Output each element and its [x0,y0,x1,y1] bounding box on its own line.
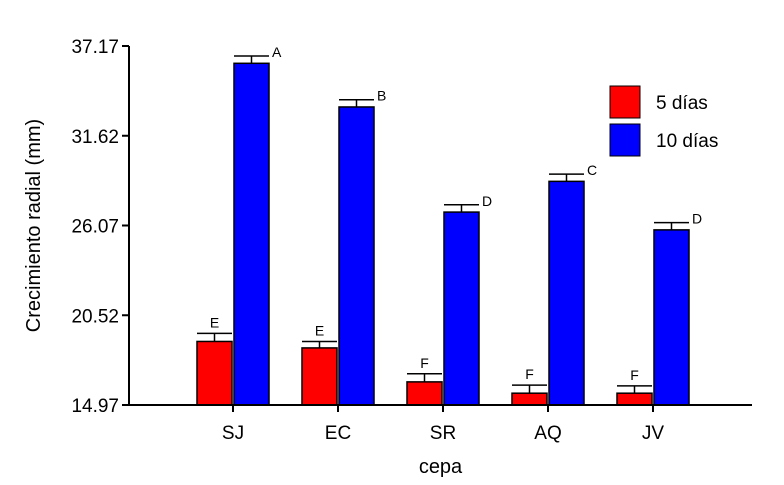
x-axis-title: cepa [419,456,463,478]
bar [406,381,443,406]
bar [301,347,338,406]
x-tick-label: SJ [222,423,244,444]
significance-labels: E E F F F A B D C D [210,44,702,383]
significance-label: E [210,314,219,330]
bar [548,180,585,406]
y-tick-label: 26.07 [71,217,119,238]
bar [511,392,548,406]
significance-label: F [630,367,639,383]
significance-label: E [315,322,324,338]
legend-swatch [609,123,641,157]
legend-label: 10 días [656,131,718,152]
x-tick-label: JV [642,423,665,444]
significance-label: D [482,193,492,209]
bar [233,62,270,406]
bar [196,340,233,406]
x-tick-label: SR [430,423,456,444]
significance-label: A [272,44,282,60]
bars [196,62,690,406]
error-bars [197,55,689,394]
y-tick-label: 31.62 [71,127,119,148]
x-tick-label: EC [325,423,351,444]
y-tick-label: 14.97 [71,396,119,417]
y-axis-ticks: 14.97 20.52 26.07 31.62 37.17 [71,37,129,417]
bar [443,211,480,406]
bar [616,392,653,406]
significance-label: B [377,88,386,104]
legend-label: 5 días [656,93,708,114]
legend-swatch [609,85,641,119]
significance-label: F [525,366,534,382]
y-tick-label: 37.17 [71,37,119,58]
significance-label: F [420,355,429,371]
significance-label: C [587,162,597,178]
bar [338,106,375,406]
legend: 5 días 10 días [609,85,718,157]
x-tick-label: AQ [534,423,561,444]
significance-label: D [692,211,702,227]
y-axis-title: Crecimiento radial (mm) [23,119,45,332]
bar [653,229,690,406]
y-tick-label: 20.52 [71,306,119,327]
x-axis-ticks: SJ EC SR AQ JV [222,405,665,444]
